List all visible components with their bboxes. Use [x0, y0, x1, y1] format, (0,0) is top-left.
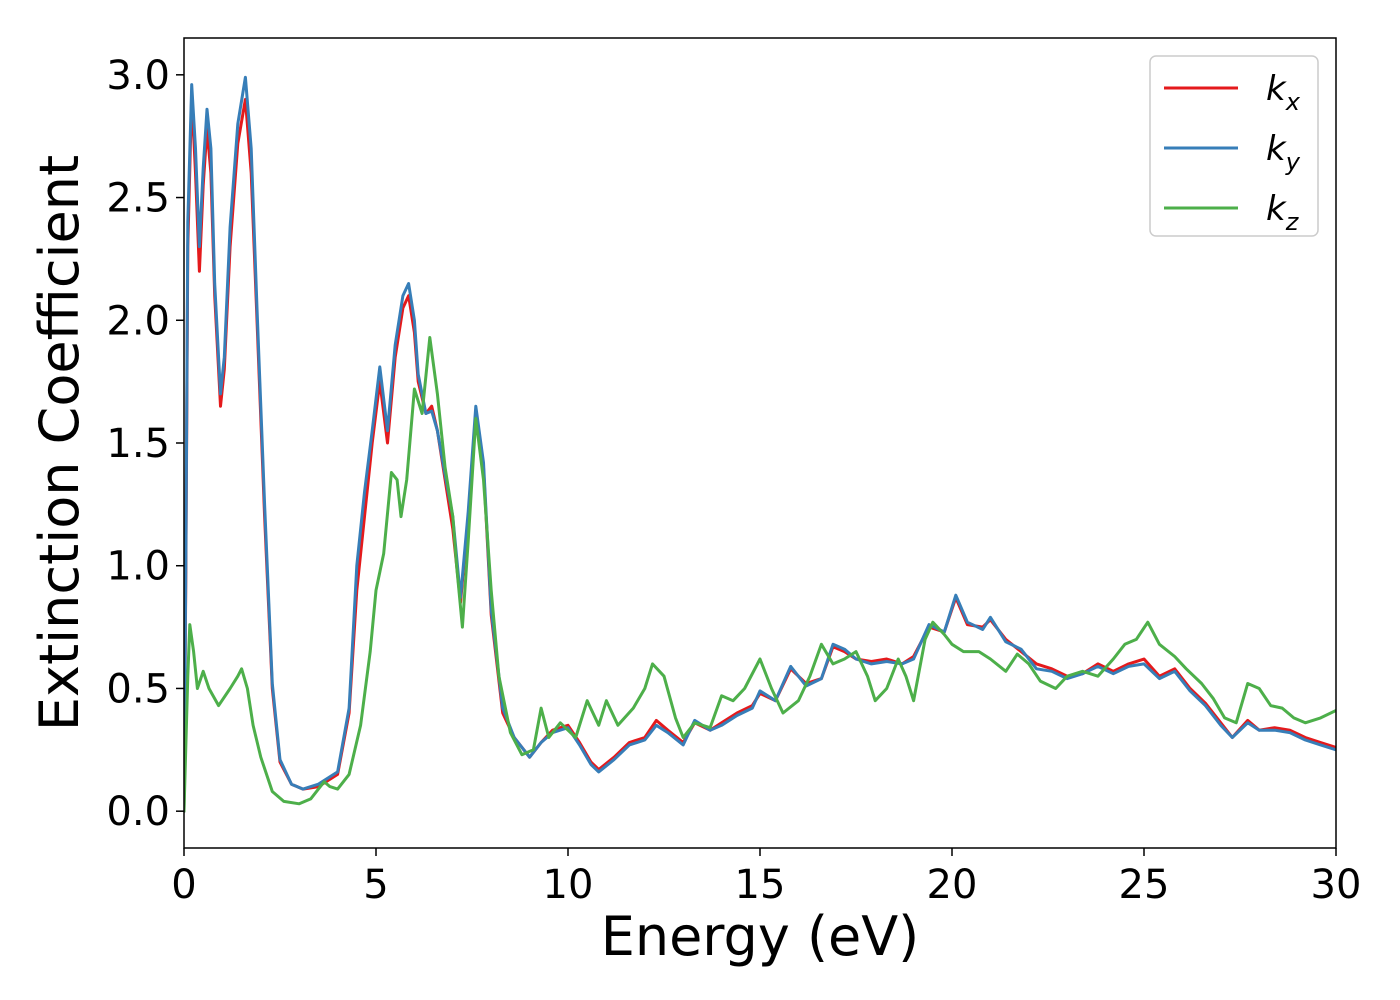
legend: kx ky kz [1149, 55, 1319, 237]
series-line-kz [184, 336, 1336, 813]
y-tick-label: 0.5 [106, 666, 170, 712]
x-axis: 0 5 10 15 20 25 30 [171, 848, 1361, 908]
legend-label: kz [1266, 189, 1300, 236]
series-layer [184, 75, 1336, 813]
x-tick-label: 5 [363, 862, 388, 908]
series-line-ky [184, 75, 1336, 813]
y-tick-label: 2.0 [106, 298, 170, 344]
x-tick-label: 25 [1119, 862, 1170, 908]
x-axis-label: Energy (eV) [601, 905, 920, 968]
y-tick-label: 1.0 [106, 544, 170, 590]
y-tick-label: 0.0 [106, 789, 170, 835]
y-tick-label: 1.5 [106, 421, 170, 467]
legend-label: kx [1266, 69, 1301, 116]
y-tick-label: 3.0 [106, 53, 170, 99]
legend-label: ky [1266, 129, 1301, 176]
legend-box [1149, 55, 1319, 237]
x-tick-label: 20 [927, 862, 978, 908]
x-tick-label: 15 [735, 862, 786, 908]
x-tick-label: 10 [543, 862, 594, 908]
y-axis: 0.0 0.5 1.0 1.5 2.0 2.5 3.0 [106, 53, 184, 835]
x-tick-label: 30 [1311, 862, 1362, 908]
x-tick-label: 0 [171, 862, 196, 908]
y-axis-label: Extinction Coefficient [28, 155, 91, 731]
y-tick-label: 2.5 [106, 176, 170, 222]
